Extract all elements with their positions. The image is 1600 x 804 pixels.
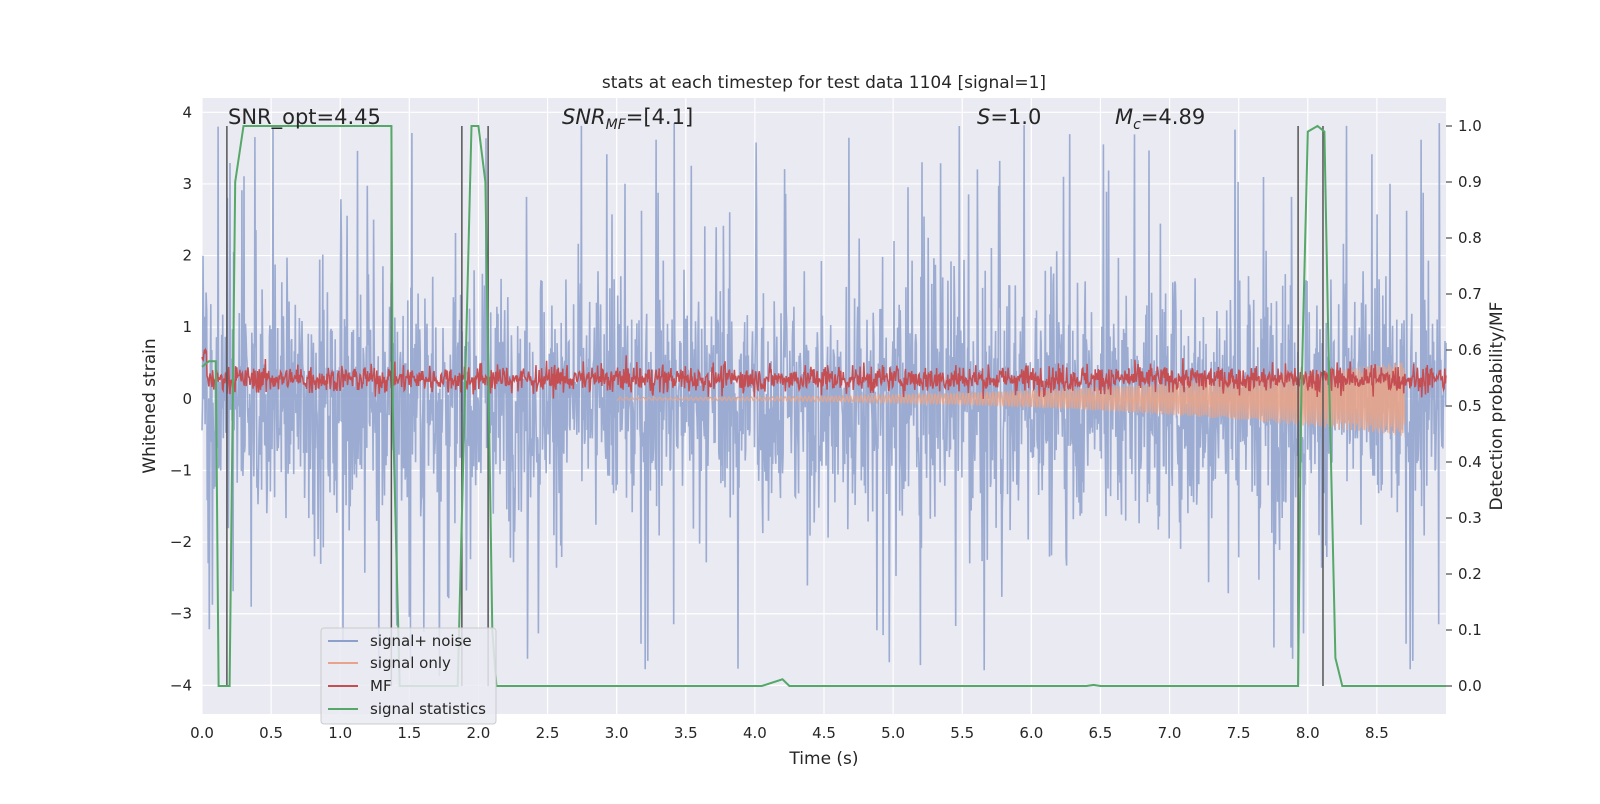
x-tick-label: 6.0 xyxy=(1019,724,1043,742)
y-tick-label: −3 xyxy=(170,605,192,623)
x-tick-label: 3.5 xyxy=(674,724,698,742)
signal-only-series xyxy=(616,362,1406,436)
legend-label-mf: MF xyxy=(370,677,392,695)
y2-tick-label: 0.0 xyxy=(1458,677,1482,695)
x-tick-label: 2.5 xyxy=(536,724,560,742)
signal-only-line xyxy=(616,362,1406,436)
x-tick-label: 3.0 xyxy=(605,724,629,742)
x-tick-label: 6.5 xyxy=(1089,724,1113,742)
y-tick-label: −2 xyxy=(170,533,192,551)
x-tick-label: 5.5 xyxy=(950,724,974,742)
mf-series xyxy=(201,347,1447,399)
y2-tick-label: 0.9 xyxy=(1458,173,1482,191)
x-tick-label: 7.0 xyxy=(1158,724,1182,742)
y-tick-label: 4 xyxy=(182,103,192,121)
x-tick-label: 4.0 xyxy=(743,724,767,742)
annotation-s-value: =1.0 xyxy=(990,105,1041,129)
y-tick-label: 1 xyxy=(182,318,192,336)
axis-ticks: 0.0 0.5 1.0 1.5 2.0 2.5 3.0 3.5 4.0 4.5 5.0 5.5 6.0 6… xyxy=(170,103,1482,742)
y2-axis-label: Detection probability/MF xyxy=(1487,302,1507,511)
signal-noise-line xyxy=(201,123,1447,677)
x-tick-label: 2.0 xyxy=(467,724,491,742)
annotation-snr-opt: SNR_opt=4.45 xyxy=(228,105,381,130)
x-axis-label: Time (s) xyxy=(788,749,858,769)
x-tick-label: 8.5 xyxy=(1365,724,1389,742)
annotation-mc-sub: c xyxy=(1133,117,1141,133)
y2-tick-label: 0.7 xyxy=(1458,285,1482,303)
x-tick-label: 0.5 xyxy=(259,724,283,742)
y2-tick-label: 0.4 xyxy=(1458,453,1482,471)
y-tick-label: 2 xyxy=(182,247,192,265)
annotation-mc: Mc=4.89 xyxy=(1115,105,1205,133)
signal-noise-series xyxy=(201,123,1447,677)
y-tick-label: 0 xyxy=(182,390,192,408)
annotation-mc-value: =4.89 xyxy=(1141,105,1205,129)
x-tick-label: 7.5 xyxy=(1227,724,1251,742)
y2-tick-label: 0.2 xyxy=(1458,565,1482,583)
x-tick-label: 1.5 xyxy=(397,724,421,742)
x-tick-label: 8.0 xyxy=(1296,724,1320,742)
legend-label-signal-only: signal only xyxy=(370,654,451,672)
y-tick-label: −1 xyxy=(170,461,192,479)
y2-tick-label: 1.0 xyxy=(1458,117,1482,135)
annotation-snr-mf-sub: MF xyxy=(606,117,627,133)
y2-tick-label: 0.8 xyxy=(1458,229,1482,247)
y2-tick-label: 0.5 xyxy=(1458,397,1482,415)
y-axis-label: Whitened strain xyxy=(140,338,160,473)
chart-title: stats at each timestep for test data 110… xyxy=(602,73,1046,93)
annotation-snr-mf: SNRMF=[4.1] xyxy=(562,105,693,133)
legend-label-signal-statistics: signal statistics xyxy=(370,700,486,718)
y2-tick-label: 0.6 xyxy=(1458,341,1482,359)
x-tick-label: 0.0 xyxy=(190,724,214,742)
annotation-s: S=1.0 xyxy=(977,105,1041,129)
legend-box xyxy=(320,627,497,725)
x-tick-label: 5.0 xyxy=(881,724,905,742)
y-tick-label: −4 xyxy=(170,676,192,694)
annotation-snr-mf-value: =[4.1] xyxy=(626,105,693,129)
legend-label-signal-noise: signal+ noise xyxy=(370,632,472,650)
annotation-s-main: S xyxy=(977,105,990,129)
y-tick-label: 3 xyxy=(182,175,192,193)
y2-tick-label: 0.1 xyxy=(1458,621,1482,639)
mf-line xyxy=(201,347,1447,399)
annotation-snr-mf-main: SNR xyxy=(562,105,606,129)
x-tick-label: 4.5 xyxy=(812,724,836,742)
x-tick-label: 1.0 xyxy=(328,724,352,742)
annotation-mc-main: M xyxy=(1115,105,1133,129)
y2-tick-label: 0.3 xyxy=(1458,509,1482,527)
legend: signal+ noise signal only MF signal stat… xyxy=(320,627,497,725)
